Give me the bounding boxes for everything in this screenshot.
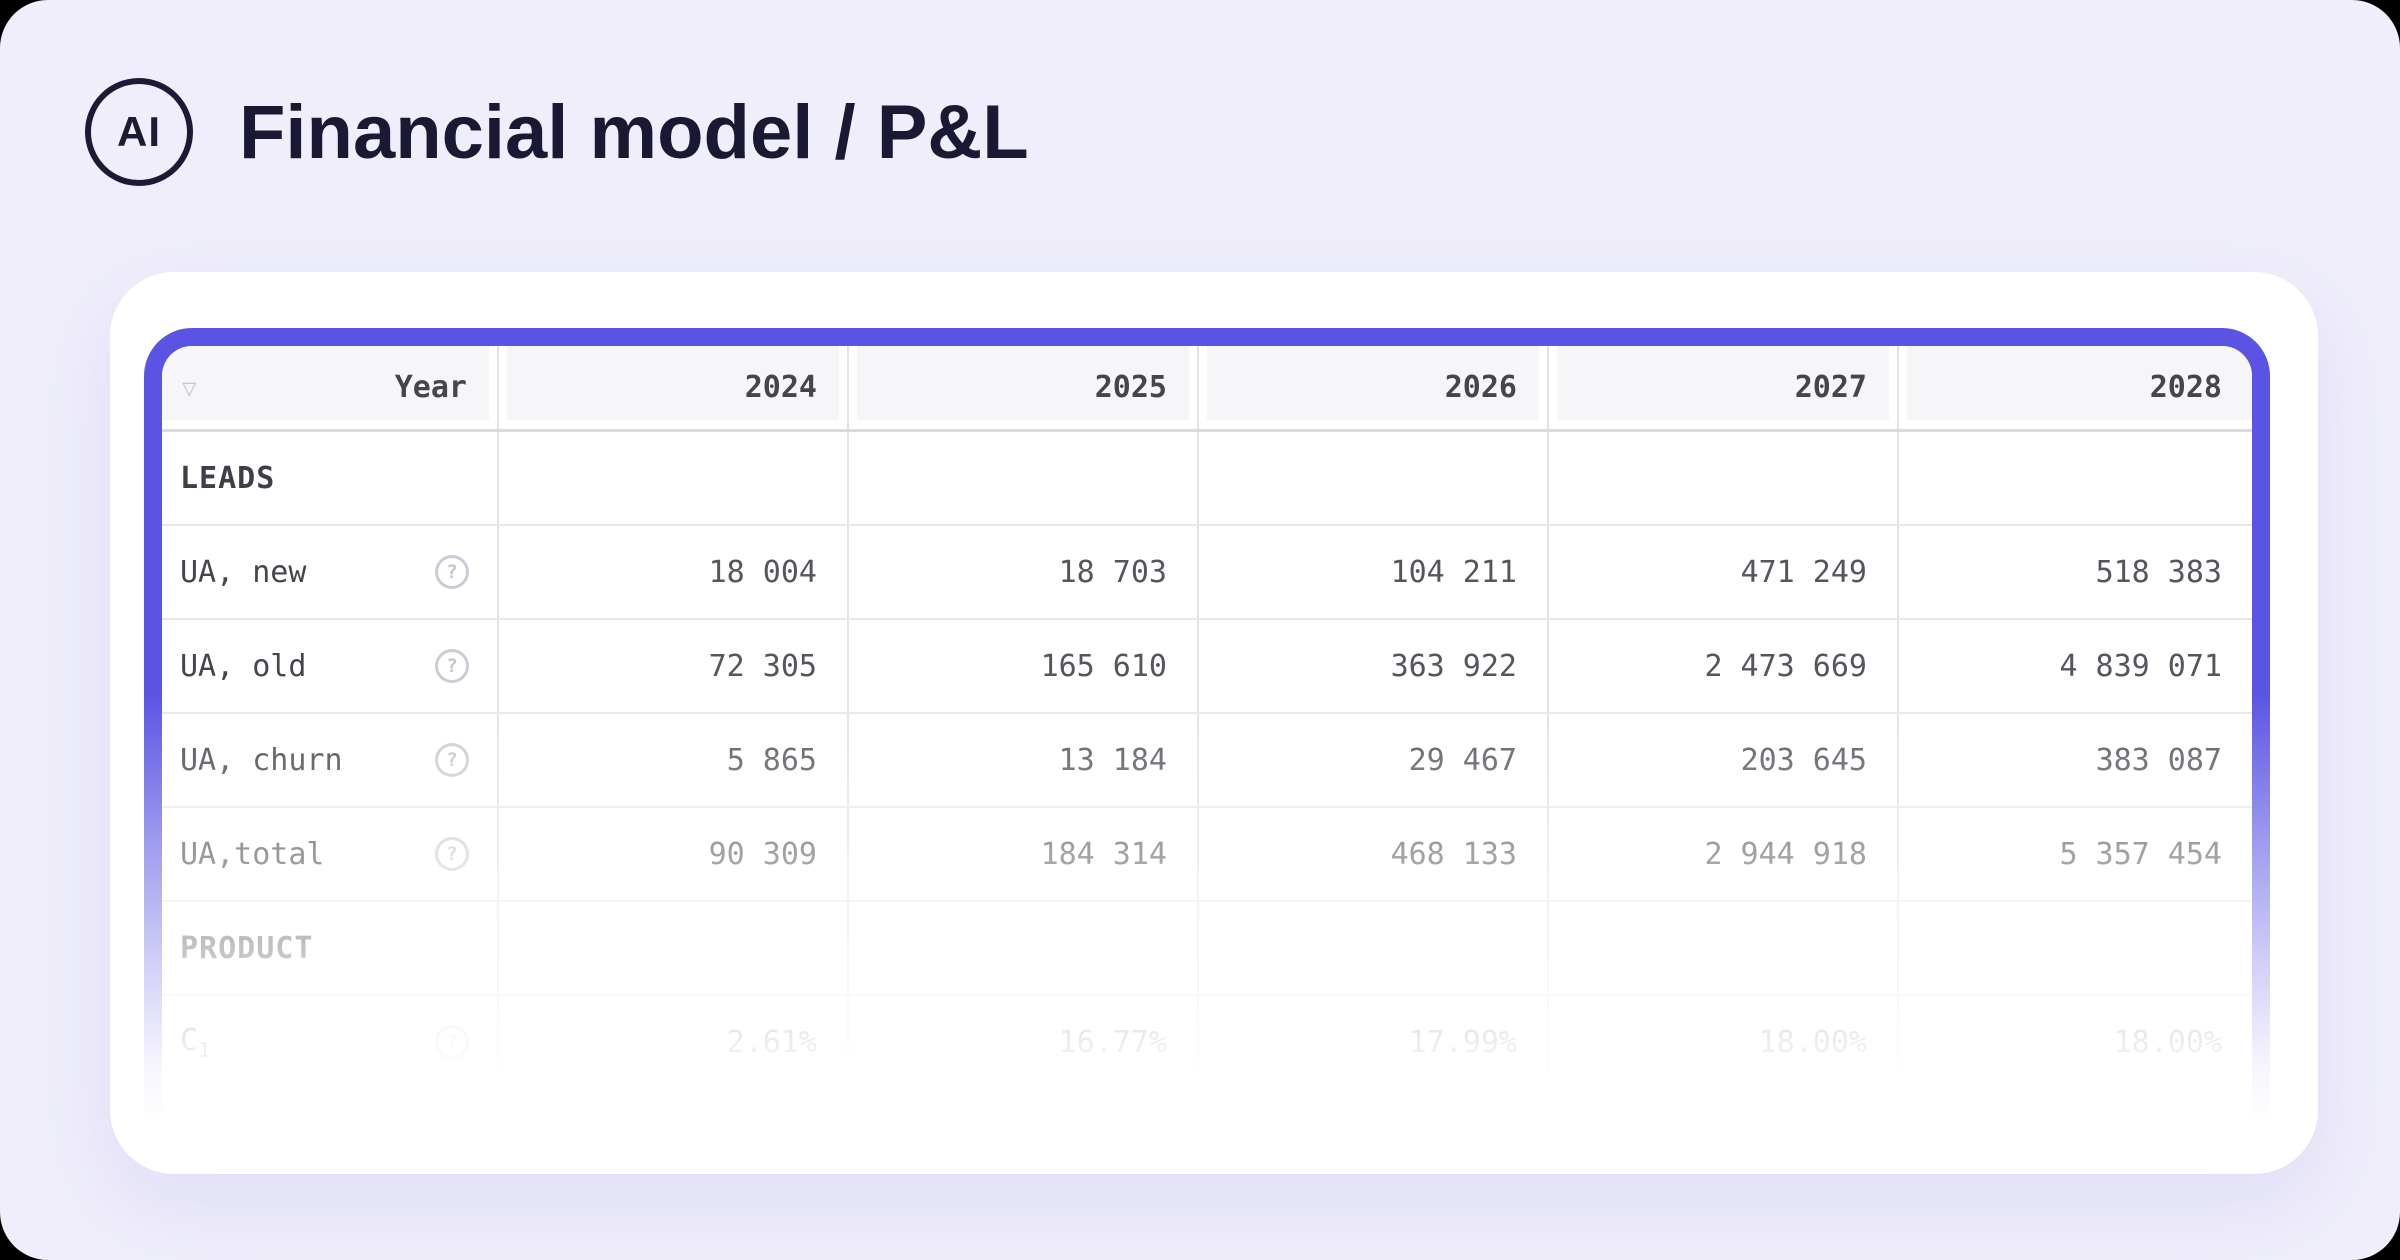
data-row: UA, churn? 5 865 13 184 29 467 203 645 383 08… bbox=[162, 714, 2252, 808]
brand-header: AI Financial model / P&L bbox=[85, 78, 1029, 186]
value-cell: 90 309 bbox=[499, 808, 849, 900]
value-cell bbox=[1549, 432, 1899, 524]
row-label-cell: UA, new? bbox=[162, 526, 499, 618]
value-cell bbox=[1199, 902, 1549, 994]
value-cell bbox=[849, 432, 1199, 524]
data-row: UA, new? 18 004 18 703 104 211 471 249 518 38… bbox=[162, 526, 2252, 620]
value-cell: 471 249 bbox=[1549, 526, 1899, 618]
year-column-2026: 2026 bbox=[1199, 346, 1549, 429]
value-cell: 518 383 bbox=[2095, 554, 2222, 590]
value-cell: 184 314 bbox=[849, 808, 1199, 900]
section-row: PRODUCT bbox=[162, 902, 2252, 996]
value-cell: 383 087 bbox=[2095, 742, 2222, 778]
value-cell: 13 184 bbox=[849, 714, 1199, 806]
table-card: ▽ Year 2024 2025 2026 bbox=[110, 272, 2318, 1174]
section-row: LEADS bbox=[162, 432, 2252, 526]
row-label-cell: UA, churn? bbox=[162, 714, 499, 806]
ai-logo-text: AI bbox=[117, 108, 161, 155]
column-header-label: 2027 bbox=[1794, 370, 1867, 405]
table-body: LEADS UA, new? 18 004 18 703 104 211 471 249 5… bbox=[162, 432, 2252, 1090]
ai-logo: AI bbox=[85, 78, 193, 186]
year-column-2027: 2027 bbox=[1549, 346, 1899, 429]
sort-caret-icon[interactable]: ▽ bbox=[182, 373, 197, 402]
row-label: UA, new bbox=[180, 554, 307, 590]
year-column-2025: 2025 bbox=[849, 346, 1199, 429]
value-cell: 203 645 bbox=[1549, 714, 1899, 806]
value-cell: 2 473 669 bbox=[1549, 620, 1899, 712]
column-header-label: 2024 bbox=[744, 370, 817, 405]
row-label-subscript: 1 bbox=[198, 1037, 211, 1062]
row-label: UA, old bbox=[180, 648, 307, 684]
help-icon[interactable]: ? bbox=[435, 837, 469, 871]
value-cell: 4 839 071 bbox=[2059, 648, 2222, 684]
column-header-label: Year bbox=[394, 370, 467, 405]
value-cell bbox=[1899, 432, 2252, 524]
value-cell bbox=[849, 902, 1199, 994]
table-grid: ▽ Year 2024 2025 2026 bbox=[162, 346, 2252, 1120]
column-header-label: 2026 bbox=[1444, 370, 1517, 405]
pnl-table: ▽ Year 2024 2025 2026 bbox=[144, 328, 2270, 1120]
value-cell bbox=[499, 432, 849, 524]
value-cell bbox=[1899, 902, 2252, 994]
data-row: C1? 2.61% 16.77% 17.99% 18.00% 18.00% bbox=[162, 996, 2252, 1090]
value-cell: 72 305 bbox=[499, 620, 849, 712]
table-header-row: ▽ Year 2024 2025 2026 bbox=[162, 346, 2252, 432]
help-icon[interactable]: ? bbox=[435, 649, 469, 683]
help-icon[interactable]: ? bbox=[435, 555, 469, 589]
year-header-cell: ▽ Year bbox=[162, 346, 499, 429]
row-label: UA,total bbox=[180, 836, 325, 872]
row-label-cell: PRODUCT bbox=[162, 902, 499, 994]
help-icon[interactable]: ? bbox=[435, 1025, 469, 1059]
value-cell bbox=[499, 902, 849, 994]
value-cell: 2 944 918 bbox=[1549, 808, 1899, 900]
column-header-label: 2028 bbox=[2149, 370, 2222, 405]
column-header-label: 2025 bbox=[1094, 370, 1167, 405]
value-cell: 18.00% bbox=[1549, 996, 1899, 1088]
value-cell: 165 610 bbox=[849, 620, 1199, 712]
value-cell: 5 357 454 bbox=[2059, 836, 2222, 872]
page-title: Financial model / P&L bbox=[239, 89, 1029, 175]
value-cell: 104 211 bbox=[1199, 526, 1549, 618]
value-cell: 18 004 bbox=[499, 526, 849, 618]
row-label: PRODUCT bbox=[180, 930, 314, 966]
value-cell: 2.61% bbox=[499, 996, 849, 1088]
row-label: C1 bbox=[180, 1022, 211, 1062]
value-cell: 17.99% bbox=[1199, 996, 1549, 1088]
value-cell: 468 133 bbox=[1199, 808, 1549, 900]
value-cell bbox=[1549, 902, 1899, 994]
row-label: UA, churn bbox=[180, 742, 343, 778]
data-row: UA, old? 72 305 165 610 363 922 2 473 669 4 8… bbox=[162, 620, 2252, 714]
row-label-cell: UA,total? bbox=[162, 808, 499, 900]
row-label-cell: LEADS bbox=[162, 432, 499, 524]
year-column-2028: 2028 bbox=[1899, 346, 2252, 429]
value-cell: 363 922 bbox=[1199, 620, 1549, 712]
row-label-cell: C1? bbox=[162, 996, 499, 1088]
help-icon[interactable]: ? bbox=[435, 743, 469, 777]
value-cell bbox=[1199, 432, 1549, 524]
value-cell: 16.77% bbox=[849, 996, 1199, 1088]
value-cell: 18.00% bbox=[2113, 1024, 2222, 1060]
year-column-2024: 2024 bbox=[499, 346, 849, 429]
row-label: LEADS bbox=[180, 460, 276, 496]
data-row: UA,total? 90 309 184 314 468 133 2 944 918 5 … bbox=[162, 808, 2252, 902]
row-label-cell: UA, old? bbox=[162, 620, 499, 712]
value-cell: 18 703 bbox=[849, 526, 1199, 618]
value-cell: 5 865 bbox=[499, 714, 849, 806]
value-cell: 29 467 bbox=[1199, 714, 1549, 806]
